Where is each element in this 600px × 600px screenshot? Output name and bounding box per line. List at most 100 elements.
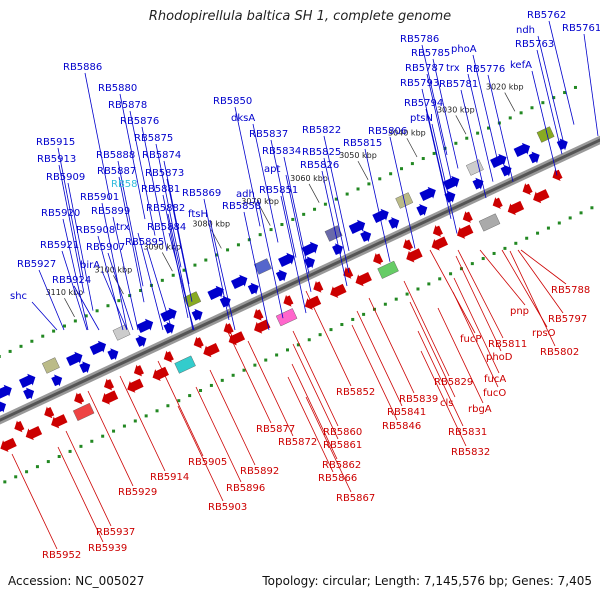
rail-dot: [503, 246, 507, 250]
reverse-gene-arrow: [163, 350, 174, 363]
gene-label-top: RB5909: [46, 172, 85, 183]
rail-dot: [155, 409, 159, 413]
leader-line: [455, 255, 502, 352]
leader-line: [452, 291, 499, 388]
gene-label-top: RB5924: [52, 275, 91, 286]
rail-dot: [95, 309, 99, 313]
reverse-gene-arrow: [402, 239, 414, 251]
leader-line: [58, 164, 85, 294]
tick-mark: [357, 160, 369, 181]
gene-label-bottom: RB5877: [256, 424, 295, 435]
rail-dot: [182, 268, 186, 272]
leader-line: [425, 108, 452, 219]
leader-line: [225, 327, 272, 424]
leader-line: [73, 285, 100, 331]
rail-dot: [449, 272, 453, 276]
topology-text: Topology: circular; Length: 7,145,576 bp…: [262, 574, 592, 588]
leader-line: [65, 430, 112, 527]
forward-gene-arrow: [247, 282, 259, 295]
rail-dot: [133, 419, 137, 423]
rail-dot: [302, 212, 306, 216]
gene-label-top: RB5899: [91, 206, 130, 217]
gene-label-top: trx: [116, 222, 130, 233]
forward-gene-arrow: [348, 219, 366, 235]
reverse-gene-arrow: [552, 169, 563, 181]
rail-dot: [35, 465, 39, 469]
rail-dot: [367, 182, 371, 186]
rail-dot: [204, 258, 208, 262]
rail-dot: [68, 449, 72, 453]
leader-line: [283, 156, 310, 274]
leader-line: [389, 136, 416, 249]
forward-gene-arrow: [490, 153, 507, 169]
rail-dot: [25, 470, 29, 474]
leader-line: [421, 88, 448, 200]
leader-line: [62, 218, 89, 331]
gene-label-top: trx: [446, 63, 460, 74]
leader-line: [323, 135, 350, 251]
rail-dot: [476, 131, 480, 135]
leader-line: [509, 250, 556, 347]
leader-line: [292, 343, 339, 440]
leader-line: [137, 232, 164, 331]
gene-label-bottom: RB5802: [540, 347, 579, 358]
reverse-gene-arrow: [432, 225, 443, 237]
rail-dot: [84, 314, 88, 318]
gene-label-top: RB5874: [142, 150, 181, 161]
rail-dot: [470, 262, 474, 266]
reverse-gene-arrow: [254, 319, 271, 334]
leader-line: [141, 126, 168, 252]
rail-dot: [3, 480, 7, 484]
leader-line: [257, 199, 284, 319]
rail-dot: [226, 248, 230, 252]
leader-line: [61, 250, 88, 331]
gene-label-top: RB5785: [411, 48, 450, 59]
leader-line: [243, 211, 270, 331]
rail-dot: [519, 111, 523, 115]
reverse-gene-arrow: [431, 236, 449, 251]
forward-gene-arrow: [278, 252, 295, 267]
reverse-gene-arrow: [101, 390, 119, 405]
leader-line: [209, 219, 236, 331]
leader-line: [583, 33, 599, 136]
gene-label-top: ptsN: [410, 113, 433, 124]
reverse-gene-arrow: [127, 378, 144, 393]
gene-label-bottom: RB5939: [88, 543, 127, 554]
gene-label-bottom: RB5860: [323, 427, 362, 438]
forward-gene-arrow: [89, 340, 107, 355]
leader-line: [203, 198, 230, 320]
leader-line: [247, 340, 294, 437]
rail-dot: [188, 394, 192, 398]
rail-dot: [323, 202, 327, 206]
forward-gene-arrow: [416, 204, 428, 216]
rail-dot: [345, 192, 349, 196]
rail-dot: [459, 267, 463, 271]
gene-label-top: dksA: [231, 113, 255, 124]
rail-dot: [351, 317, 355, 321]
tick-mark: [259, 206, 271, 226]
rail-dot: [247, 238, 251, 242]
rail-dot: [106, 304, 110, 308]
gene-label-top: RB5822: [302, 125, 341, 136]
leader-line: [409, 301, 456, 398]
gene-label-bottom: RB5867: [336, 493, 375, 504]
reverse-gene-arrow: [533, 189, 550, 204]
gene-block: [72, 402, 95, 422]
rail-dot: [454, 141, 458, 145]
leader-line: [285, 174, 312, 292]
rail-dot: [122, 424, 126, 428]
gene-label-top: RB5762: [527, 10, 566, 21]
tick-mark: [161, 252, 173, 272]
gene-label-top: RB5880: [98, 83, 137, 94]
gene-label-bottom: RB5811: [488, 339, 527, 350]
gene-label-top: RB5921: [40, 240, 79, 251]
gene-label-bottom: fucA: [484, 374, 506, 385]
rail-dot: [269, 228, 273, 232]
leader-line: [537, 35, 564, 141]
gene-label-highlight: RB58: [111, 179, 138, 190]
leader-line: [292, 330, 339, 427]
rail-dot: [90, 439, 94, 443]
rail-dot: [514, 241, 518, 245]
leader-line: [101, 202, 128, 330]
forward-gene-arrow: [500, 164, 512, 177]
